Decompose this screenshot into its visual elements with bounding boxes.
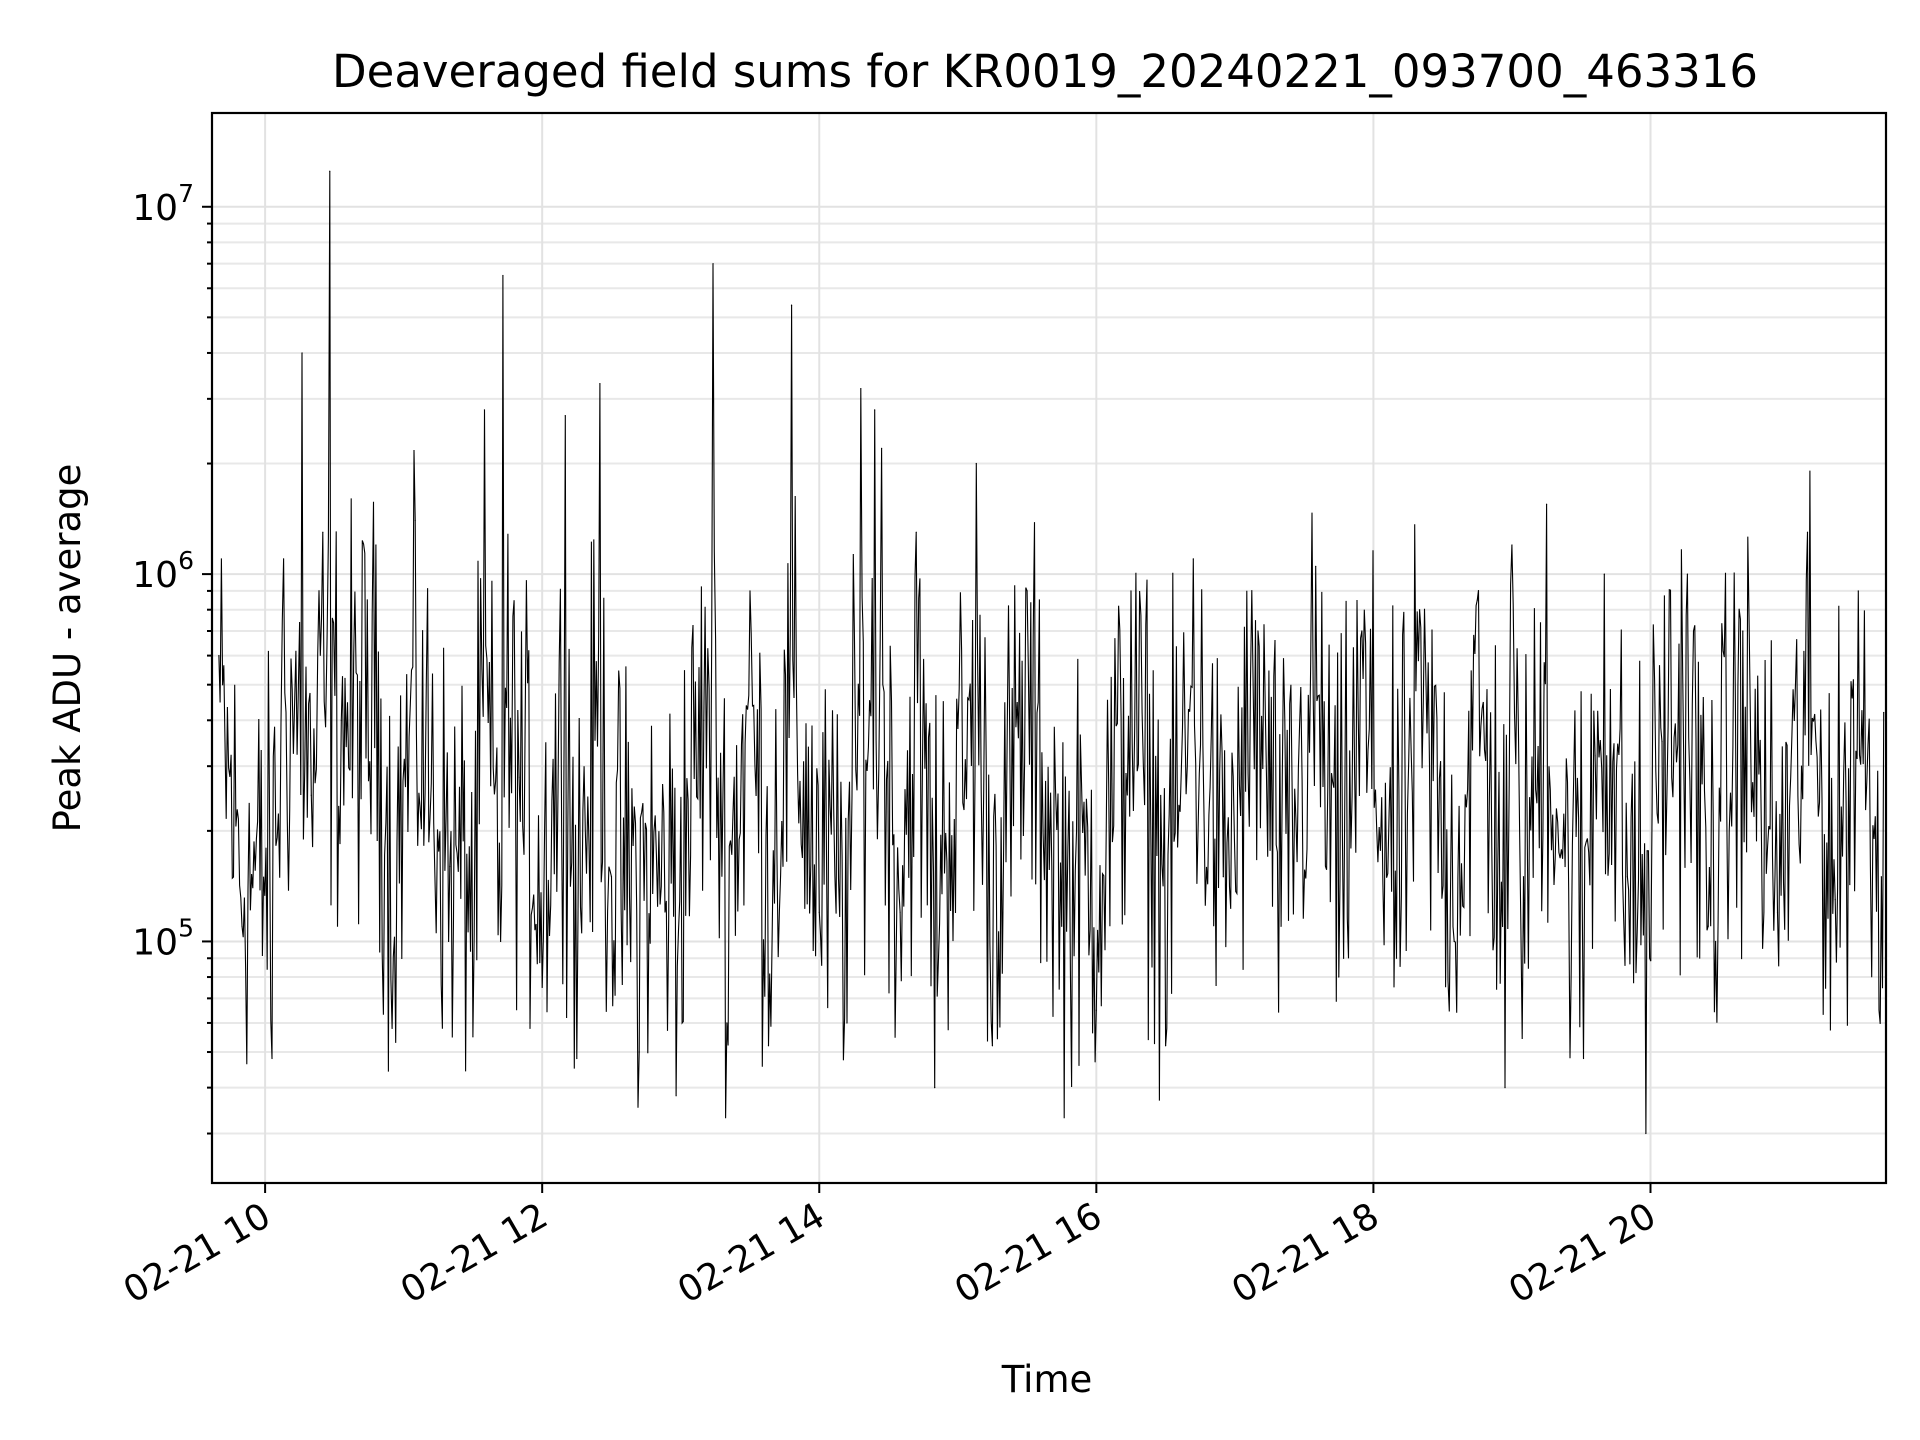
x-tick-label: 02-21 14 [671, 1195, 832, 1311]
data-point [1545, 503, 1548, 505]
data-point [638, 1051, 640, 1053]
data-point [975, 462, 977, 465]
data-point [329, 170, 331, 172]
data-point [1257, 630, 1259, 632]
data-point [1883, 711, 1885, 714]
data-point [500, 940, 502, 943]
data-point [610, 876, 613, 878]
data-point [767, 1045, 770, 1047]
x-axis: 02-21 10 02-21 12 02-21 14 02-21 16 02-21 18… [117, 1183, 1663, 1312]
data-point [282, 558, 285, 560]
data-point [576, 1057, 578, 1060]
data-point [414, 519, 416, 522]
data-point [818, 911, 820, 913]
data-point [502, 274, 504, 277]
data-point [241, 925, 243, 927]
data-point [1280, 925, 1282, 927]
data-point [1686, 573, 1689, 575]
data-point [712, 263, 714, 265]
data-point [790, 304, 793, 306]
data-point [860, 387, 862, 390]
data-point [1661, 740, 1663, 743]
data-points [218, 170, 1885, 1135]
plot-frame [210, 111, 1888, 1185]
data-point [218, 655, 220, 657]
data-point [1776, 911, 1779, 913]
data-point [881, 447, 883, 449]
data-point [874, 409, 876, 411]
y-tick-label: 107 [132, 179, 194, 229]
data-point [472, 1036, 474, 1038]
data-point [675, 1095, 677, 1097]
data-point [1315, 565, 1317, 567]
data-point [846, 1022, 848, 1024]
x-tick-label: 02-21 18 [1225, 1195, 1386, 1311]
data-point [1095, 1009, 1097, 1011]
data-point [322, 531, 324, 533]
data-point [1395, 957, 1398, 959]
data-point [1834, 898, 1836, 901]
data-point [899, 911, 901, 913]
data-point [703, 719, 705, 721]
data-point [391, 1027, 393, 1029]
data-point [1742, 630, 1744, 632]
data-point [915, 531, 917, 533]
data-point [991, 1045, 994, 1047]
grid [212, 113, 1886, 1183]
series-line [218, 171, 1885, 1134]
data-point [1564, 865, 1566, 868]
data-point [1626, 876, 1628, 878]
data-point [1192, 558, 1194, 560]
x-axis-label: Time [1001, 1358, 1093, 1401]
data-point [1338, 976, 1340, 978]
data-point [1645, 1132, 1647, 1135]
x-tick-label: 02-21 12 [394, 1195, 555, 1311]
data-point [1476, 599, 1478, 601]
data-point [564, 415, 566, 417]
data-point [726, 1022, 728, 1024]
data-point [1511, 544, 1513, 546]
y-axis: 105 106 107 [132, 179, 212, 1135]
data-point [1453, 940, 1455, 943]
x-tick-label: 02-21 10 [117, 1195, 278, 1311]
data-point [1594, 755, 1596, 757]
data-point [1222, 876, 1224, 878]
y-tick-label: 105 [132, 913, 194, 963]
data-point [1603, 573, 1605, 575]
data-point [1361, 630, 1363, 632]
data-point [340, 719, 342, 721]
data-point [1857, 590, 1859, 592]
data-point [449, 865, 451, 868]
data-point [1026, 590, 1028, 592]
data-point [1165, 1045, 1167, 1047]
x-tick-label: 02-21 20 [1502, 1195, 1663, 1311]
data-point [483, 409, 486, 411]
data-point [1504, 1087, 1506, 1089]
data-point [1806, 531, 1809, 533]
data-point [1130, 590, 1132, 592]
y-tick-label: 106 [132, 546, 194, 596]
data-point [1061, 925, 1063, 927]
data-point [934, 1087, 936, 1089]
data-point [599, 383, 601, 385]
data-point [375, 544, 377, 546]
data-point [271, 1057, 273, 1060]
data-point [1707, 925, 1709, 927]
data-point [749, 590, 751, 592]
data-point [301, 352, 303, 354]
x-tick-label: 02-21 16 [948, 1195, 1109, 1311]
chart-title: Deaveraged field sums for KR0019_2024022… [332, 45, 1758, 98]
data-point [1522, 876, 1525, 878]
data-point [310, 794, 312, 796]
data-point [1880, 876, 1882, 878]
y-axis-label: Peak ADU - average [46, 464, 89, 833]
data-point [1418, 609, 1421, 611]
data-point [541, 986, 543, 988]
data-point [518, 776, 520, 778]
data-point [1582, 1057, 1585, 1060]
